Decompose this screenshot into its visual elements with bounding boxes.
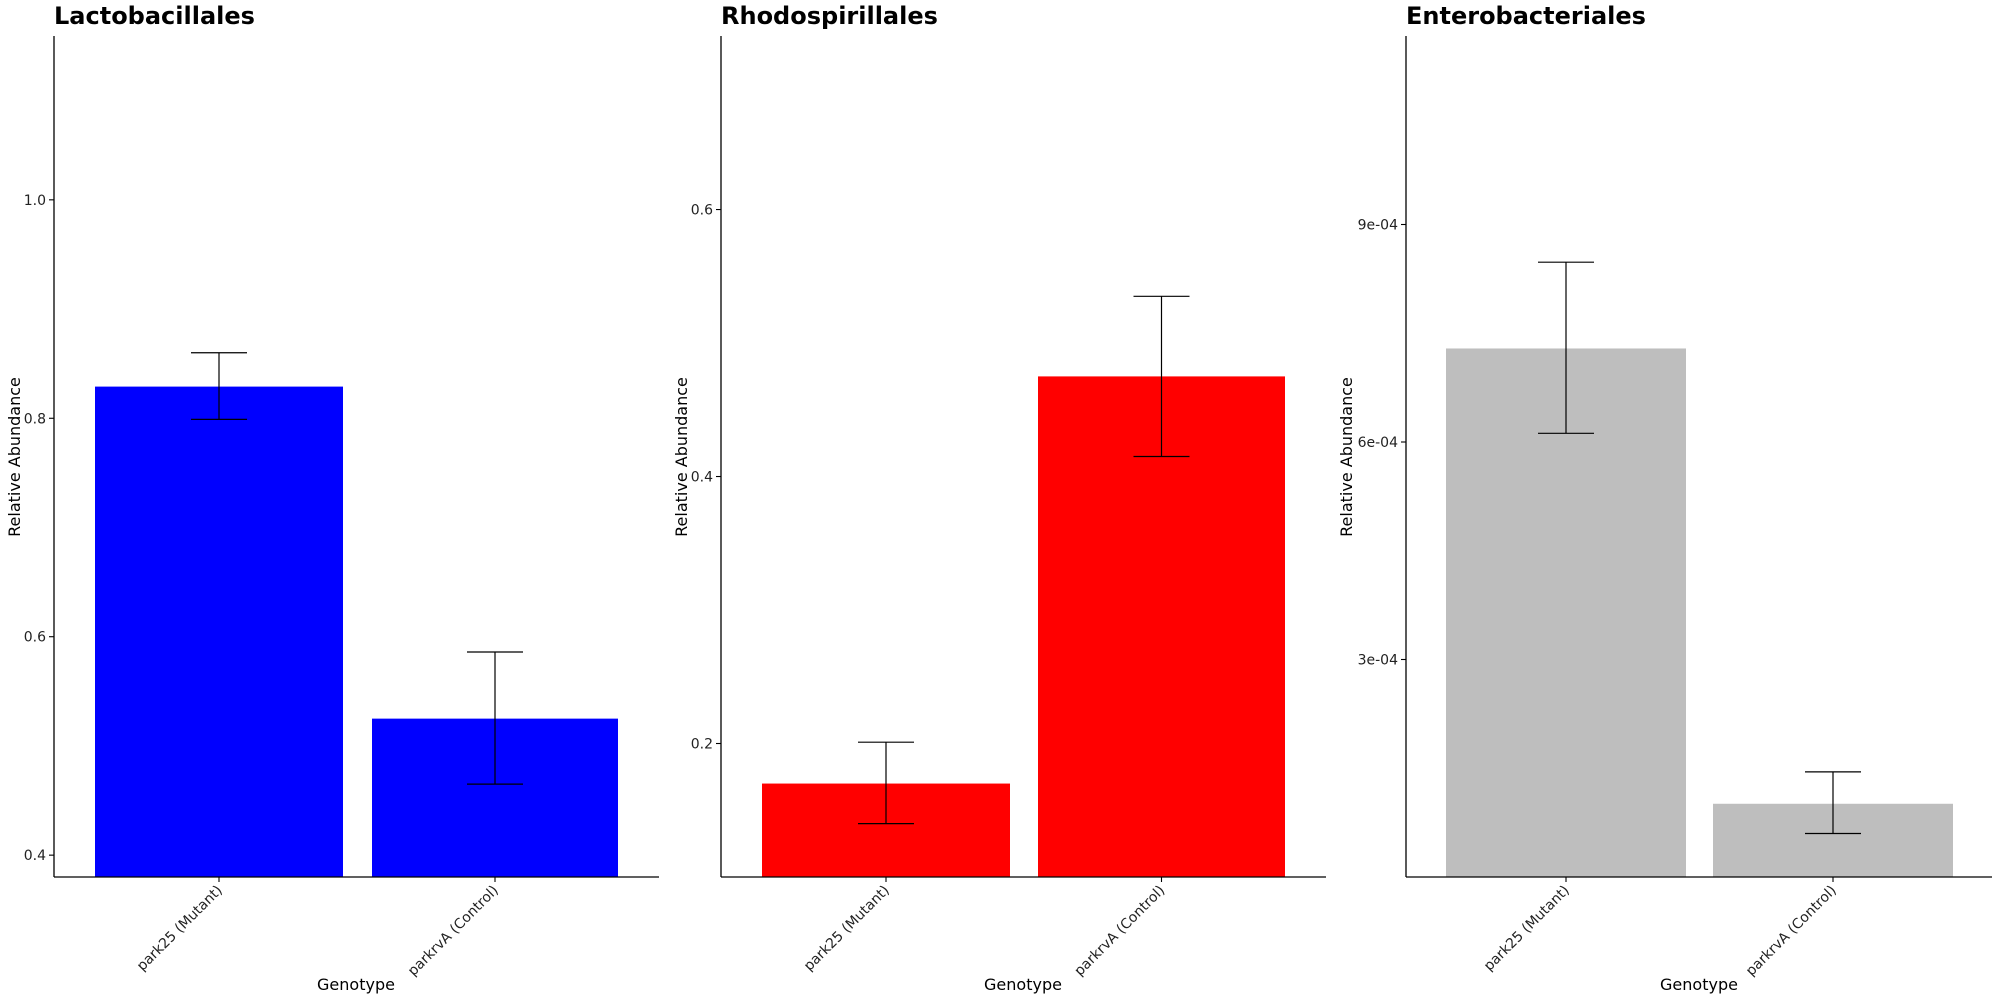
x-tick-label: park25 (Mutant) bbox=[801, 883, 893, 975]
x-tick-label: parkrvA (Control) bbox=[1743, 883, 1840, 980]
chart-marks: 0.2 0.4 0.6 park25 (Mutant) parkrvA (Control… bbox=[691, 36, 1326, 979]
y-tick-label: 3e-04 bbox=[1358, 653, 1398, 669]
x-tick-label: parkrvA (Control) bbox=[1071, 883, 1168, 980]
x-tick-label: parkrvA (Control) bbox=[405, 883, 502, 980]
x-axis-title: Genotype bbox=[1660, 975, 1738, 994]
x-tick-label: park25 (Mutant) bbox=[134, 883, 226, 975]
panel-title: Enterobacteriales bbox=[1406, 2, 1646, 30]
y-tick-label: 0.8 bbox=[24, 411, 46, 427]
y-tick-label: 0.6 bbox=[691, 203, 713, 219]
y-tick-label: 0.2 bbox=[691, 737, 713, 753]
chart-marks: 0.4 0.6 0.8 1.0 park25 (Mutant) parkrvA (Cont… bbox=[24, 36, 659, 979]
bar bbox=[95, 386, 343, 877]
y-tick-label: 0.4 bbox=[24, 848, 46, 864]
y-axis-title: Relative Abundance bbox=[672, 377, 691, 537]
y-tick-label: 9e-04 bbox=[1358, 218, 1398, 234]
x-axis-title: Genotype bbox=[984, 975, 1062, 994]
panel-title: Lactobacillales bbox=[54, 2, 255, 30]
x-axis-title: Genotype bbox=[317, 975, 395, 994]
chart-marks: 3e-04 6e-04 9e-04 park25 (Mutant) parkrvA (C… bbox=[1358, 36, 1992, 979]
chart-panel-1: Lactobacillales Relative Abundance Genot… bbox=[5, 2, 659, 994]
y-tick-label: 1.0 bbox=[24, 193, 46, 209]
chart-panel-2: Rhodospirillales Relative Abundance Geno… bbox=[672, 2, 1326, 994]
bar bbox=[1446, 348, 1686, 878]
y-axis-title: Relative Abundance bbox=[5, 377, 24, 537]
y-tick-label: 0.6 bbox=[24, 630, 46, 646]
bar bbox=[1038, 376, 1285, 877]
y-tick-label: 6e-04 bbox=[1358, 435, 1398, 451]
y-axis-title: Relative Abundance bbox=[1337, 377, 1356, 537]
panel-title: Rhodospirillales bbox=[721, 2, 938, 30]
y-tick-label: 0.4 bbox=[691, 470, 713, 486]
x-tick-label: park25 (Mutant) bbox=[1481, 883, 1573, 975]
chart-panel-3: Enterobacteriales Relative Abundance Gen… bbox=[1337, 2, 1992, 994]
